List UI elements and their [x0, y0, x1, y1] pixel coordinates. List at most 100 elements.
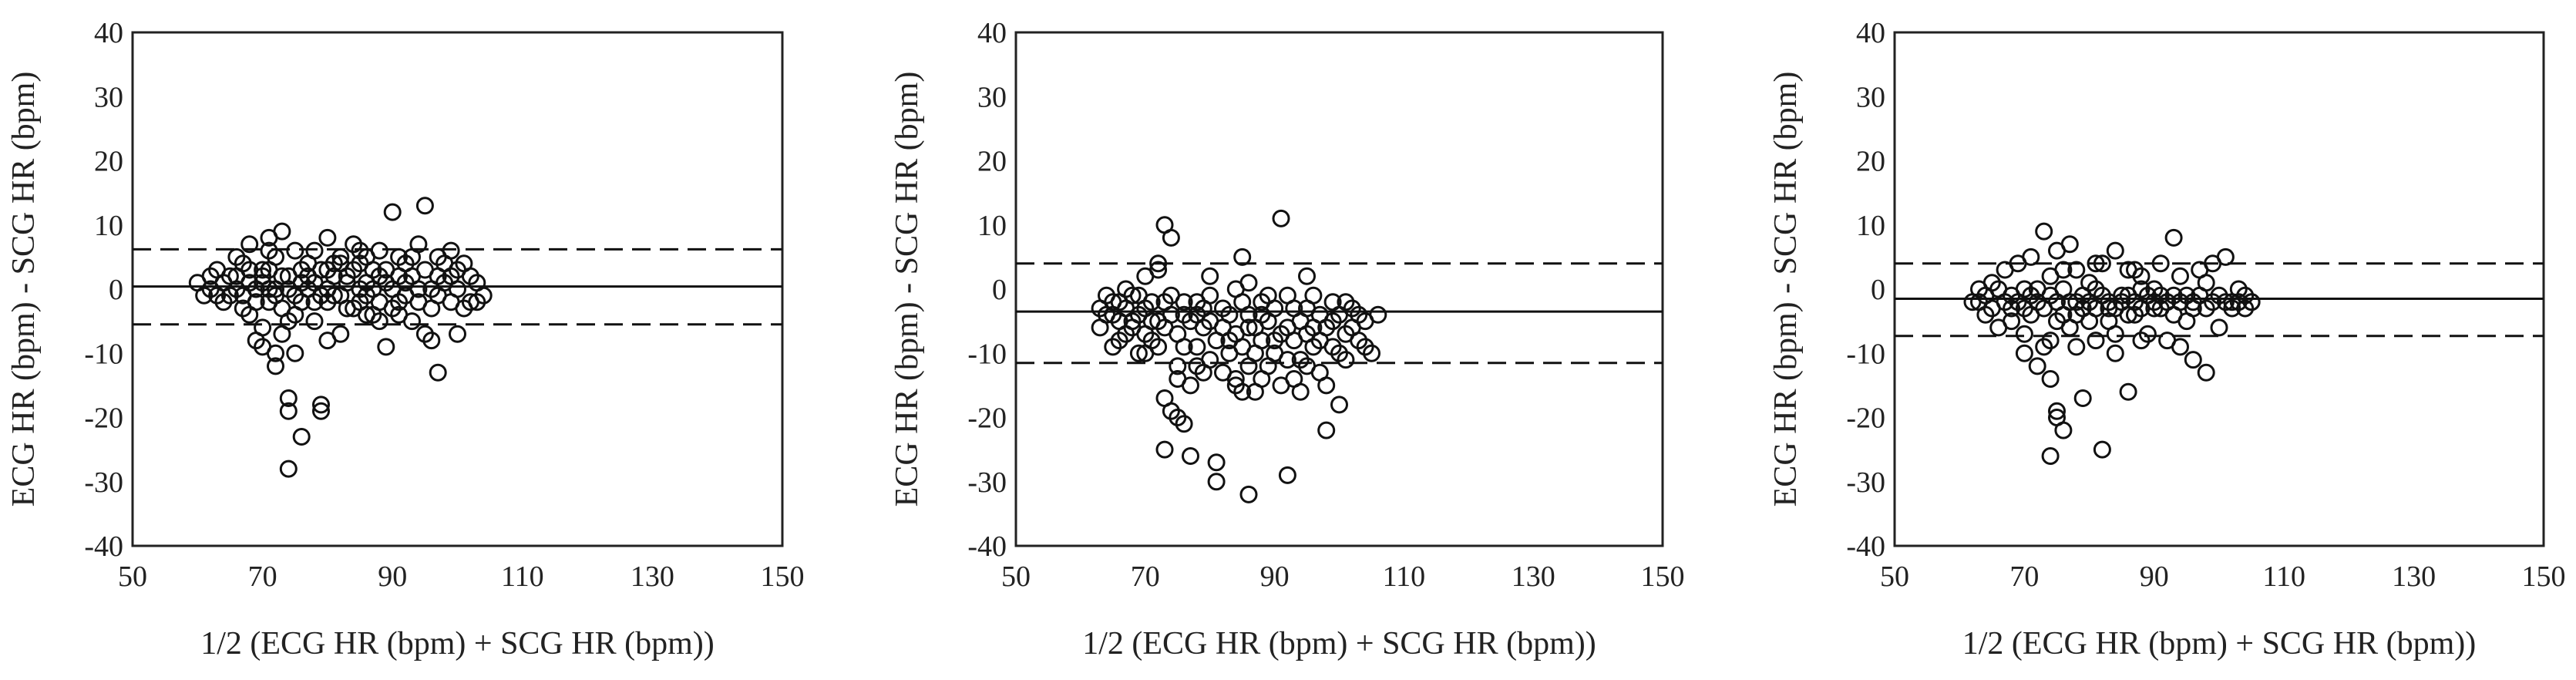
data-point [318, 332, 337, 350]
data-point [1182, 447, 1199, 465]
data-point [390, 305, 409, 324]
data-point [1239, 274, 1258, 292]
y-tick-label: 30 [977, 81, 1007, 113]
y-tick-label: -10 [1846, 338, 1885, 370]
data-point [279, 402, 298, 420]
x-tick-label: 150 [761, 560, 805, 593]
data-point [1278, 351, 1296, 369]
data-point [1169, 370, 1187, 388]
data-point [1317, 421, 1336, 439]
data-point [1194, 363, 1212, 382]
data-point [429, 247, 447, 266]
x-axis-label: 1/2 (ECG HR (bpm) + SCG HR (bpm)) [1082, 626, 1596, 661]
x-tick-label: 110 [2262, 560, 2305, 593]
data-point [312, 402, 330, 420]
data-point [2003, 312, 2021, 331]
data-point [267, 357, 284, 375]
data-point [2015, 344, 2033, 362]
data-point [2067, 261, 2086, 279]
data-point [1201, 267, 1219, 285]
x-axis-label: 1/2 (ECG HR (bpm) + SCG HR (bpm)) [200, 626, 715, 661]
y-tick-label: 20 [977, 146, 1007, 178]
data-point [1337, 351, 1355, 369]
data-point [1253, 332, 1271, 350]
data-point [1253, 370, 1271, 388]
x-tick-label: 70 [2009, 560, 2039, 593]
y-tick-label: 40 [1856, 17, 1885, 49]
data-point [260, 241, 278, 260]
data-point [2132, 332, 2151, 350]
data-point [377, 261, 395, 279]
data-point [422, 332, 441, 350]
data-point [325, 254, 343, 273]
data-point [2022, 247, 2040, 266]
y-axis-label: ECG HR (bpm) - SCG HR (bpm) [1768, 72, 1804, 507]
data-point [1278, 286, 1296, 305]
data-point [370, 241, 388, 260]
data-point [2041, 447, 2060, 465]
data-point [227, 247, 246, 266]
data-point [1233, 338, 1252, 356]
data-point [1337, 293, 1355, 311]
data-point [409, 280, 428, 298]
data-point [292, 428, 311, 446]
data-point [2073, 389, 2092, 407]
data-point [240, 235, 259, 254]
x-tick-label: 50 [1880, 560, 1909, 593]
data-point [1175, 415, 1193, 433]
data-point [331, 254, 350, 273]
data-point [286, 241, 304, 260]
y-tick-label: 20 [1856, 146, 1885, 178]
data-point [1291, 351, 1310, 369]
data-point [1239, 357, 1258, 375]
y-tick-label: 40 [977, 17, 1007, 49]
data-point [415, 325, 434, 343]
data-point [429, 363, 447, 382]
data-points [1963, 222, 2261, 465]
data-point [1207, 453, 1226, 472]
data-point [267, 344, 284, 362]
data-point [1266, 299, 1284, 318]
data-point [2041, 370, 2060, 388]
data-point [2048, 402, 2066, 420]
data-point [2119, 382, 2137, 401]
data-point [305, 241, 324, 260]
data-point [1317, 376, 1336, 395]
data-point [1298, 267, 1316, 285]
data-point [2210, 318, 2228, 337]
data-point [2106, 344, 2124, 362]
data-point [1155, 440, 1174, 459]
data-point [1285, 332, 1303, 350]
y-tick-label: -10 [967, 338, 1007, 370]
data-point [1298, 357, 1316, 375]
y-tick-label: -30 [967, 466, 1007, 499]
data-point [2041, 332, 2060, 350]
data-points [188, 197, 493, 478]
y-tick-label: -10 [84, 338, 123, 370]
data-points [1091, 209, 1387, 503]
data-point [1110, 332, 1128, 350]
y-tick-label: -30 [84, 466, 123, 499]
y-tick-label: 10 [977, 210, 1007, 242]
data-point [1162, 228, 1180, 247]
data-point [351, 241, 369, 260]
data-point [1239, 485, 1258, 503]
y-tick-label: 10 [1856, 210, 1885, 242]
data-point [1317, 318, 1336, 337]
data-point [220, 286, 239, 305]
y-axis-label: ECG HR (bpm) - SCG HR (bpm) [6, 72, 42, 507]
data-point [1129, 344, 1148, 362]
y-tick-label: 30 [94, 81, 123, 113]
data-point [240, 305, 259, 324]
x-tick-label: 50 [118, 560, 147, 593]
x-tick-label: 90 [1260, 560, 1290, 593]
x-tick-label: 70 [248, 560, 277, 593]
y-tick-label: -30 [1846, 466, 1885, 499]
data-point [279, 389, 298, 407]
data-point [2067, 338, 2086, 356]
data-point [2035, 222, 2053, 241]
x-tick-label: 110 [1383, 560, 1426, 593]
data-point [1175, 338, 1193, 356]
